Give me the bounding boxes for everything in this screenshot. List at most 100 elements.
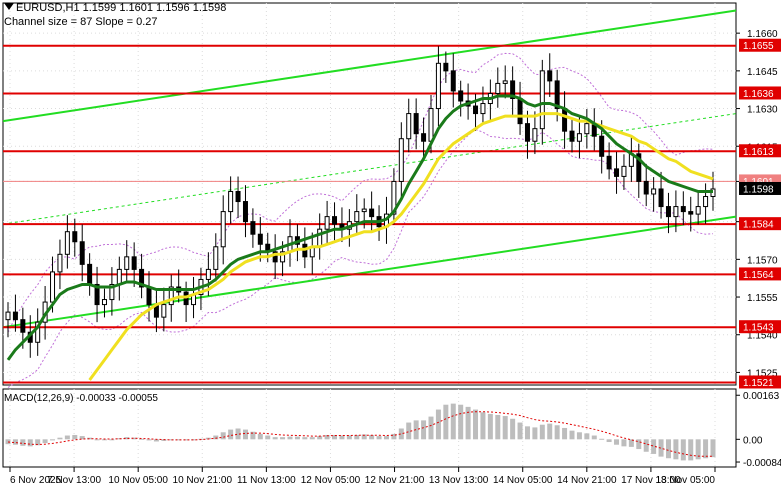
macd-bar	[191, 439, 197, 441]
candle-body	[124, 256, 130, 270]
level-label: 1.1521	[743, 378, 774, 389]
level-box	[739, 144, 781, 158]
channel-info: Channel size = 87 Slope = 0.27	[4, 16, 158, 28]
macd-bar	[502, 416, 508, 440]
level-box	[739, 217, 781, 231]
candle-body	[680, 206, 686, 213]
candle-body	[450, 70, 456, 92]
candle-body	[354, 211, 360, 223]
candle-body	[636, 153, 642, 182]
time-tick-label: 6 Nov 2025	[10, 475, 62, 486]
level-label: 1.1655	[743, 41, 774, 52]
macd-bar	[376, 436, 382, 440]
macd-bar	[220, 432, 226, 440]
candle-body	[458, 90, 464, 102]
macd-tick-label: -0.00084	[743, 458, 781, 469]
macd-bar	[302, 437, 308, 440]
candle-body	[539, 70, 545, 130]
macd-bar	[50, 439, 56, 441]
candle-body	[168, 286, 174, 306]
macd-bar	[27, 439, 33, 447]
symbol-line: EURUSD,H1 1.1599 1.1601 1.1596 1.1598	[16, 2, 227, 14]
candle-body	[569, 130, 575, 142]
macd-bar	[651, 439, 657, 454]
candle-body	[502, 80, 508, 84]
macd-bar	[369, 434, 375, 440]
macd-bar	[524, 426, 530, 440]
macd-bar	[614, 439, 620, 445]
macd-bar	[339, 435, 345, 440]
candle-body	[398, 138, 404, 182]
ma-slow-line	[88, 112, 714, 381]
candle-body	[428, 108, 434, 142]
macd-bar	[599, 438, 605, 440]
macd-bar	[473, 409, 479, 440]
macd-bar	[354, 434, 360, 440]
candle-body	[280, 251, 286, 263]
macd-bar	[673, 439, 679, 460]
macd-bar	[20, 439, 26, 446]
envelope-upper	[7, 52, 714, 333]
horizontal-levels	[3, 44, 736, 384]
macd-bar	[332, 434, 338, 440]
macd-bar	[57, 437, 63, 440]
candle-body	[228, 190, 234, 213]
candle-body	[72, 231, 78, 243]
time-tick-label: 14 Nov 21:00	[557, 475, 617, 486]
level-label: 1.1636	[743, 89, 774, 100]
macd-bar	[131, 437, 137, 440]
candle-body	[235, 190, 241, 203]
candle-body	[50, 271, 56, 303]
candle-body	[20, 319, 26, 333]
candle-body	[524, 123, 530, 142]
candle-body	[101, 299, 107, 306]
channel-upper-line	[2, 9, 737, 123]
candle-body	[421, 133, 427, 142]
time-tick-label: 11 Nov 13:00	[237, 475, 296, 486]
macd-bar	[643, 439, 649, 452]
macd-pane	[2, 388, 737, 468]
candle-body	[703, 196, 709, 208]
macd-bar	[628, 439, 634, 447]
macd-bar	[658, 439, 664, 457]
macd-bar	[554, 425, 560, 440]
candle-body	[480, 103, 486, 115]
macd-tick-label: 0.00	[743, 435, 763, 446]
macd-bar	[176, 439, 182, 441]
price-tick-label: 1.1660	[747, 29, 778, 40]
macd-bar	[235, 428, 241, 440]
candle-body	[413, 113, 419, 135]
macd-bar	[532, 427, 538, 440]
macd-bar	[228, 429, 234, 440]
macd-bar	[361, 434, 367, 440]
macd-bar	[161, 439, 167, 441]
macd-bar	[272, 437, 278, 440]
macd-bar	[421, 420, 427, 440]
ma-fast-line	[6, 94, 713, 361]
macd-bar	[72, 434, 78, 440]
candle-body	[317, 228, 323, 248]
macd-bar	[680, 439, 686, 461]
level-label: 1.1613	[743, 147, 774, 158]
time-tick-label: 7 Nov 13:00	[47, 475, 101, 486]
macd-bar	[153, 439, 159, 442]
current-price-label: 1.1598	[743, 184, 774, 195]
macd-bar	[146, 439, 152, 441]
candle-body	[272, 251, 278, 263]
macd-bar	[42, 439, 48, 444]
macd-bar	[391, 433, 397, 440]
macd-bar	[87, 437, 93, 440]
trend-channel	[2, 9, 737, 329]
price-tick-label: 1.1540	[747, 331, 778, 342]
price-axis: 1.16601.16451.16301.16151.16011.15851.15…	[736, 29, 781, 389]
macd-bar	[539, 424, 545, 440]
candle-body	[688, 211, 694, 215]
macd-bar	[12, 439, 18, 445]
candle-body	[332, 216, 338, 225]
time-tick-label: 10 Nov 05:00	[108, 475, 168, 486]
candle-body	[621, 165, 627, 177]
macd-bar	[458, 404, 464, 440]
candle-body	[554, 80, 560, 110]
